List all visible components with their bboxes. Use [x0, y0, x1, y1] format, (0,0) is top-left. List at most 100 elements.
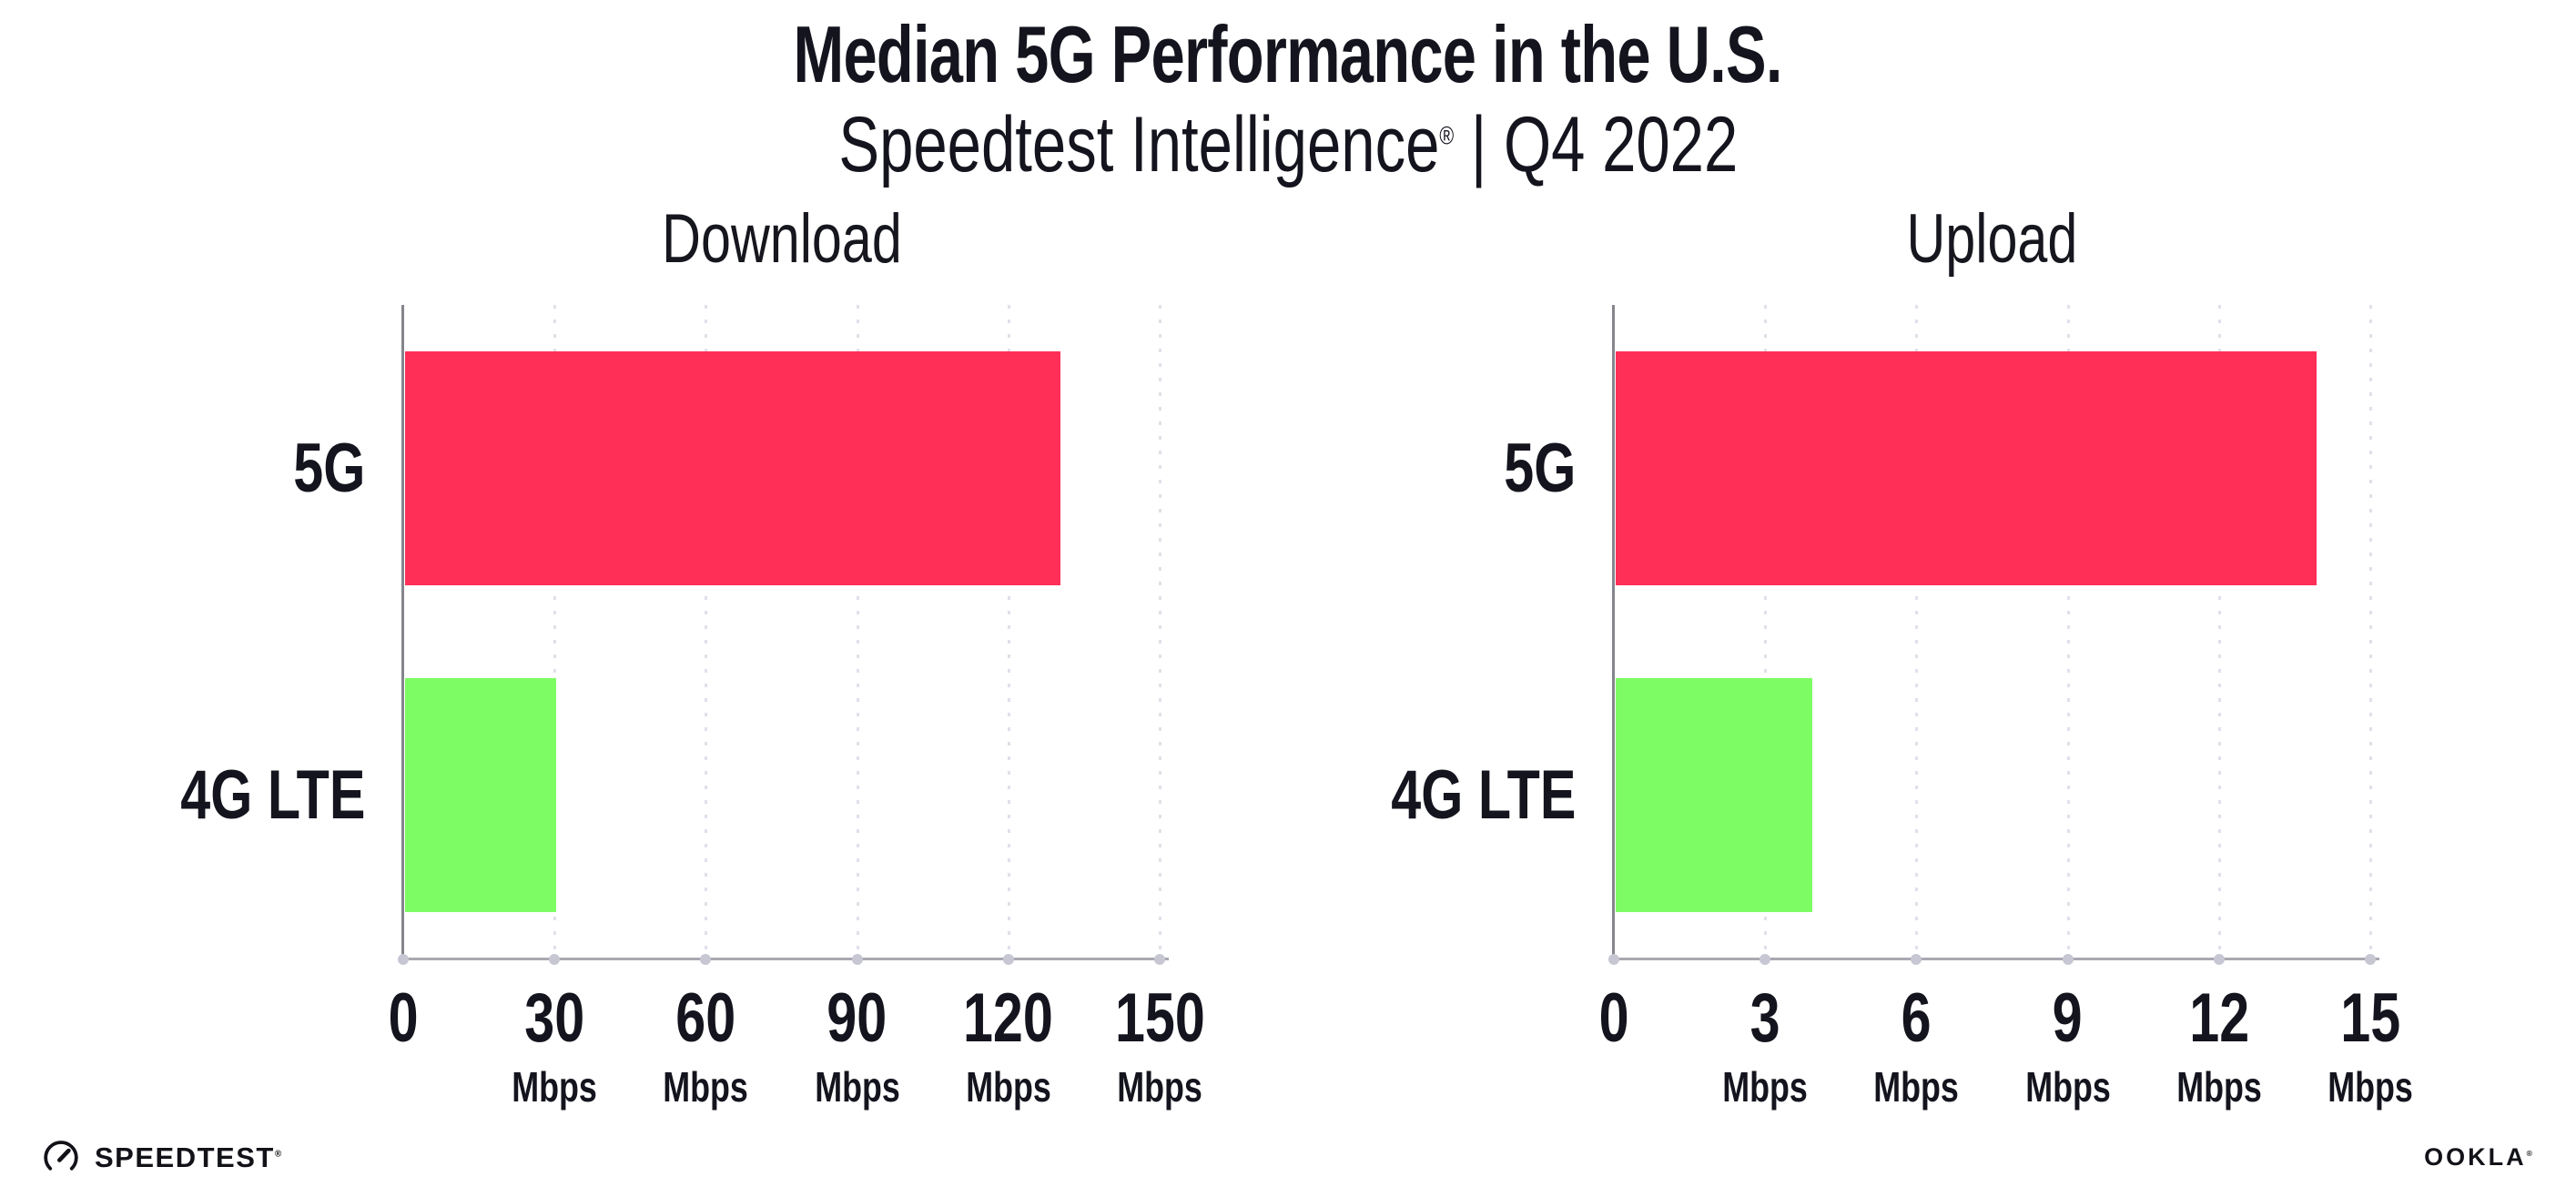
- x-tick-unit-text: Mbps: [1722, 1063, 1809, 1111]
- x-tick-value: 15: [2340, 979, 2400, 1057]
- x-axis-line: [401, 958, 1169, 960]
- bar-5g: [1616, 351, 2317, 585]
- chart-panel-download: Download 0 30 Mbps 60 Mbps 90 Mbps 120 Mbps 150 Mb…: [180, 205, 1205, 1109]
- x-tick-label: 3 Mbps: [1665, 979, 1865, 1109]
- x-tick-label: 30 Mbps: [454, 979, 654, 1109]
- speedtest-wordmark-text: SPEEDTEST: [95, 1141, 275, 1173]
- axis-tick-dot: [398, 954, 409, 965]
- ookla-registered-mark-icon: ®: [2526, 1149, 2532, 1158]
- chart-panel-upload: Upload 0 3 Mbps 6 Mbps 9 Mbps 12 Mbps 15 Mbps 5G 4G …: [1391, 205, 2413, 1109]
- x-tick-value: 6: [1901, 979, 1932, 1057]
- x-tick-value: 90: [827, 979, 887, 1057]
- x-tick-label: 90 Mbps: [757, 979, 958, 1109]
- x-tick-value: 150: [1114, 979, 1205, 1057]
- x-tick-value: 30: [524, 979, 585, 1057]
- bar-4g-lte: [405, 678, 557, 912]
- x-tick-label: 6 Mbps: [1816, 979, 2016, 1109]
- x-tick-label: 150 Mbps: [1060, 979, 1260, 1109]
- ookla-logo: OOKLA®: [2424, 1143, 2532, 1172]
- x-tick-value: 12: [2188, 979, 2249, 1057]
- axis-tick-dot: [1608, 954, 1619, 965]
- x-tick-unit-text: Mbps: [965, 1063, 1051, 1111]
- gridline: [553, 305, 557, 959]
- x-tick-unit: Mbps: [2270, 1066, 2470, 1108]
- page-title: Median 5G Performance in the U.S.: [0, 15, 2576, 95]
- x-tick-unit-text: Mbps: [2024, 1063, 2111, 1111]
- x-tick-label: 0: [303, 984, 503, 1053]
- x-tick-unit-text: Mbps: [2175, 1063, 2262, 1111]
- category-label-5g: 5G: [1293, 429, 1576, 507]
- chart-title-download: Download: [403, 205, 1160, 274]
- speedtest-logo: SPEEDTEST®: [42, 1139, 281, 1177]
- x-tick-unit: Mbps: [908, 1066, 1109, 1108]
- x-tick-label: 9 Mbps: [1968, 979, 2168, 1109]
- x-tick-value: 120: [963, 979, 1054, 1057]
- axis-tick-dot: [851, 954, 863, 965]
- x-tick-label: 15 Mbps: [2270, 979, 2470, 1109]
- speedtest-gauge-icon: [44, 1141, 78, 1171]
- x-tick-unit-text: Mbps: [1873, 1063, 1960, 1111]
- page-subtitle: Speedtest Intelligence® | Q4 2022: [0, 106, 2576, 184]
- y-axis-line: [401, 305, 404, 959]
- category-label-text: 5G: [1503, 429, 1576, 507]
- x-tick-unit-text: Mbps: [814, 1063, 900, 1111]
- x-tick-unit-text: Mbps: [512, 1063, 598, 1111]
- plot-area-upload: [1608, 305, 2379, 965]
- ookla-wordmark-text: OOKLA: [2424, 1143, 2527, 1171]
- subtitle-brand: Speedtest Intelligence: [838, 101, 1440, 188]
- axis-tick-dot: [2062, 954, 2074, 965]
- page-title-text: Median 5G Performance in the U.S.: [793, 9, 1783, 99]
- x-tick-value: 9: [2053, 979, 2084, 1057]
- subtitle-period: | Q4 2022: [1453, 101, 1738, 188]
- category-label-text: 4G LTE: [179, 756, 365, 834]
- axis-tick-dot: [2365, 954, 2376, 965]
- chart-title-upload: Upload: [1614, 205, 2370, 274]
- bar-4g-lte: [1616, 678, 1813, 912]
- category-label-4g-lte: 4G LTE: [83, 756, 365, 834]
- x-tick-unit: Mbps: [1060, 1066, 1260, 1108]
- axis-tick-dot: [2213, 954, 2225, 965]
- x-axis-line: [1612, 958, 2379, 960]
- category-label-text: 4G LTE: [1390, 756, 1576, 834]
- gridline: [1764, 305, 1768, 959]
- x-tick-value: 60: [675, 979, 736, 1057]
- speedtest-registered-mark-icon: ®: [274, 1149, 282, 1160]
- x-tick-label: 12 Mbps: [2119, 979, 2319, 1111]
- x-tick-label: 60 Mbps: [605, 979, 806, 1111]
- x-tick-value: 3: [1749, 979, 1780, 1057]
- x-tick-value: 0: [388, 979, 419, 1057]
- gridline: [1007, 305, 1010, 959]
- chart-title-download-text: Download: [661, 200, 902, 278]
- x-tick-unit-text: Mbps: [663, 1063, 749, 1111]
- axis-tick-dot: [549, 954, 561, 965]
- axis-tick-dot: [1911, 954, 1922, 965]
- x-tick-label: 120 Mbps: [908, 979, 1109, 1109]
- category-label-5g: 5G: [83, 429, 365, 507]
- x-tick-unit: Mbps: [454, 1066, 654, 1108]
- subtitle-text: Speedtest Intelligence® | Q4 2022: [838, 106, 1738, 184]
- x-tick-value: 0: [1598, 979, 1629, 1057]
- axis-tick-dot: [1154, 954, 1165, 965]
- registered-mark-icon: ®: [1439, 121, 1454, 150]
- bar-5g: [405, 351, 1061, 585]
- speedtest-wordmark: SPEEDTEST®: [95, 1141, 281, 1174]
- gridline: [2369, 305, 2372, 959]
- gridline: [1159, 305, 1161, 959]
- gridline: [2217, 305, 2221, 959]
- x-tick-unit: Mbps: [1816, 1066, 2016, 1108]
- x-tick-unit-text: Mbps: [2328, 1063, 2413, 1111]
- axis-tick-dot: [1002, 954, 1014, 965]
- gridline: [1915, 305, 1919, 959]
- y-axis-line: [1612, 305, 1615, 959]
- x-tick-unit: Mbps: [1665, 1066, 1865, 1108]
- category-label-text: 5G: [292, 429, 365, 507]
- gridline: [705, 305, 708, 959]
- plot-area-download: [398, 305, 1169, 965]
- x-tick-unit: Mbps: [1968, 1066, 2168, 1108]
- axis-tick-dot: [1760, 954, 1771, 965]
- gridline: [856, 305, 859, 959]
- category-label-4g-lte: 4G LTE: [1293, 756, 1576, 834]
- x-tick-label: 0: [1514, 984, 1714, 1053]
- x-tick-unit: Mbps: [757, 1066, 958, 1108]
